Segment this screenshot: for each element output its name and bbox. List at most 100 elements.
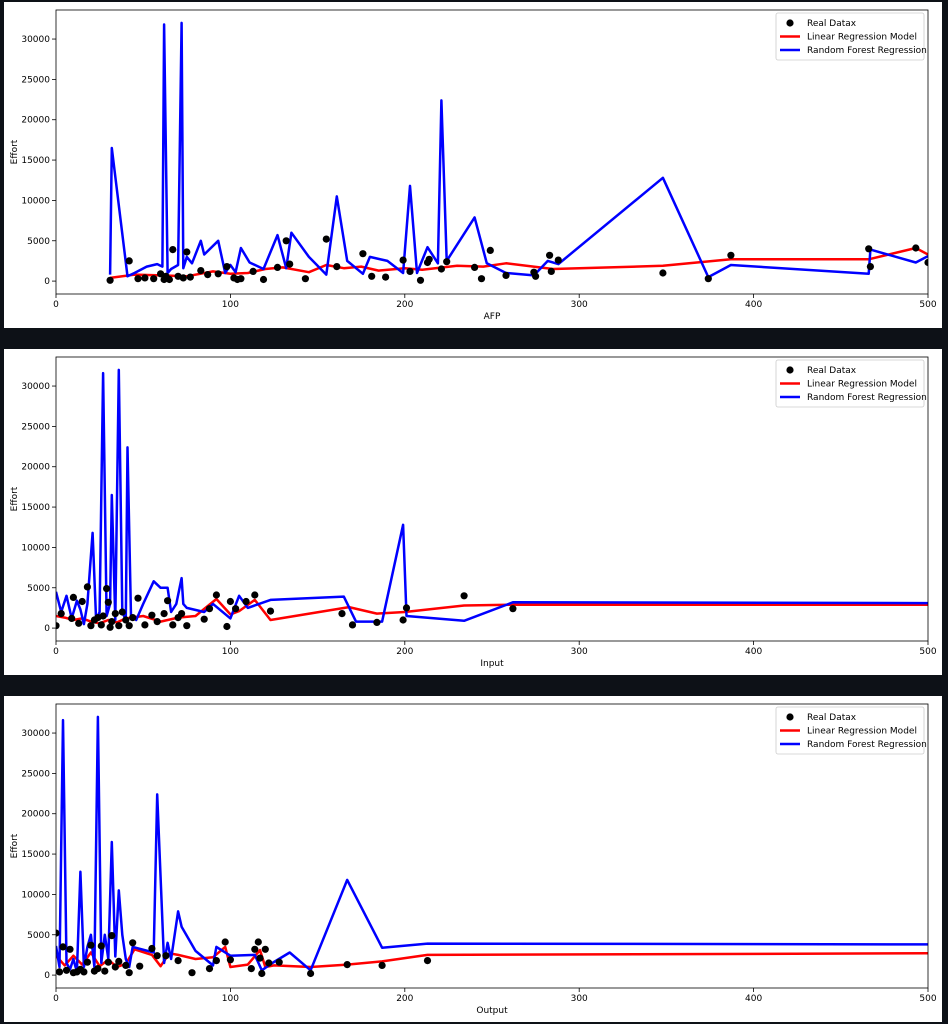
data-point (223, 622, 231, 631)
data-point (104, 598, 112, 606)
data-point (259, 275, 268, 284)
data-point (865, 245, 873, 253)
x-tick-label: 0 (53, 994, 59, 1004)
data-point (162, 952, 170, 960)
data-point (153, 952, 161, 960)
legend-entry-random-forest-regression: Random Forest Regression (780, 393, 927, 403)
y-tick-label: 30000 (21, 35, 50, 45)
data-point (78, 597, 86, 606)
data-point (502, 271, 510, 279)
data-point (115, 622, 123, 630)
x-tick-label: 300 (571, 300, 588, 310)
data-point (912, 244, 920, 252)
data-point (221, 938, 229, 946)
y-tick-label: 5000 (27, 584, 50, 594)
data-point (477, 275, 486, 283)
data-point (406, 267, 414, 275)
chart-afp: 0 100 200 300 400 500050001000015000200002500… (10, 9, 937, 322)
y-axis-label: Effort (10, 486, 20, 511)
legend-entry-random-forest-regression: Random Forest Regression (780, 740, 927, 750)
y-axis-label: Effort (10, 833, 20, 858)
series-line-linear-regression-model (109, 246, 928, 280)
plot-area (106, 21, 928, 284)
legend: Real Datax Linear Regression Model Random … (775, 706, 927, 755)
y-tick-label: 20000 (21, 463, 50, 473)
data-point (111, 963, 119, 971)
x-tick-label: 300 (571, 994, 588, 1004)
y-tick-label: 25000 (21, 769, 50, 779)
data-point (200, 615, 208, 623)
data-point (266, 607, 275, 615)
legend-label: Linear Regression Model (807, 380, 917, 390)
data-point (165, 275, 173, 284)
data-point (59, 943, 67, 951)
data-point (425, 255, 433, 263)
data-point (275, 958, 283, 966)
x-tick-label: 400 (745, 647, 762, 657)
x-tick-label: 200 (396, 994, 413, 1004)
x-tick-label: 400 (745, 994, 762, 1004)
data-point (258, 969, 266, 978)
y-tick-label: 10000 (21, 543, 50, 553)
data-point (301, 275, 309, 283)
data-point (509, 605, 517, 613)
legend-box (775, 12, 925, 61)
data-point (106, 276, 114, 284)
data-point (423, 957, 432, 965)
y-tick-label: 5000 (27, 931, 50, 941)
y-tick-label: 30000 (21, 382, 50, 392)
x-tick-label: 0 (53, 300, 59, 310)
y-tick-label: 15000 (21, 503, 50, 513)
data-point (160, 610, 168, 618)
data-point (399, 256, 407, 264)
chart-output: 0 100 200 300 400 500050001000015000200002500… (10, 703, 937, 1016)
data-point (273, 263, 282, 271)
data-point (69, 593, 77, 601)
data-point (232, 605, 240, 613)
data-point (56, 968, 64, 976)
data-point (286, 260, 294, 268)
data-point (251, 945, 259, 953)
data-point (399, 616, 407, 624)
data-point (125, 969, 133, 977)
y-tick-label: 10000 (21, 196, 50, 206)
series-line-random-forest-regression (108, 21, 928, 279)
data-point (129, 614, 137, 622)
data-point (134, 594, 142, 602)
data-point (111, 610, 119, 618)
plot-frame (55, 9, 929, 295)
data-point (141, 274, 149, 282)
series-line-random-forest-regression (56, 368, 928, 626)
data-point (204, 271, 212, 279)
y-tick-label: 20000 (21, 116, 50, 126)
data-point (83, 958, 91, 966)
chart-panel-input: 0 100 200 300 400 500 0 5000 10000 15000 20000 2500… (4, 349, 942, 675)
data-point (214, 270, 222, 278)
data-point (101, 967, 109, 975)
data-point (56, 929, 60, 937)
data-point (97, 942, 105, 950)
data-point (249, 267, 257, 275)
x-tick-label: 400 (745, 300, 762, 310)
chart-input: 0 100 200 300 400 500050001000015000200002500… (10, 356, 937, 669)
data-point (359, 250, 367, 258)
data-point (66, 945, 74, 953)
data-point (103, 585, 111, 593)
data-point (99, 612, 107, 620)
legend-label: Linear Regression Model (807, 727, 917, 737)
data-point (547, 267, 555, 275)
data-point (183, 248, 191, 256)
data-point (106, 623, 114, 631)
data-point (242, 597, 250, 606)
legend-box (775, 359, 925, 408)
data-point (402, 604, 411, 612)
plot-frame (55, 703, 929, 989)
data-point (727, 251, 735, 259)
legend-box (775, 706, 925, 755)
x-tick-label: 100 (222, 994, 239, 1004)
data-point (75, 619, 83, 627)
data-point (205, 965, 214, 973)
data-point (261, 945, 269, 953)
y-tick-label: 10000 (21, 890, 50, 900)
x-axis-label: Output (476, 1006, 508, 1016)
